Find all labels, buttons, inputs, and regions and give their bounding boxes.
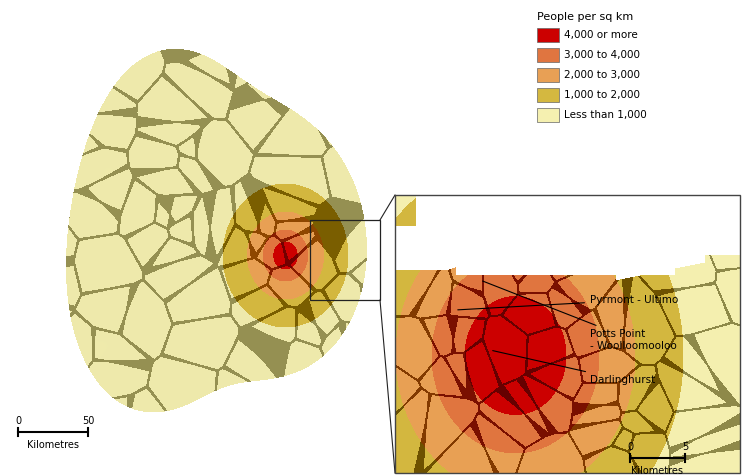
- Text: People per sq km: People per sq km: [537, 12, 633, 22]
- Text: 4,000 or more: 4,000 or more: [564, 30, 638, 40]
- Text: 0: 0: [15, 416, 21, 426]
- Bar: [537, 88, 559, 102]
- Bar: [537, 48, 559, 62]
- Bar: [395, 195, 740, 473]
- Text: Potts Point
- Woolloomooloo: Potts Point - Woolloomooloo: [483, 281, 676, 351]
- Bar: [537, 108, 559, 122]
- Text: Kilometres: Kilometres: [27, 440, 79, 450]
- Text: Darlinghurst: Darlinghurst: [492, 351, 656, 385]
- Text: Less than 1,000: Less than 1,000: [564, 110, 647, 120]
- Text: 2,000 to 3,000: 2,000 to 3,000: [564, 70, 640, 80]
- Text: Kilometres: Kilometres: [632, 466, 683, 476]
- Bar: [537, 28, 559, 42]
- Bar: [310, 220, 380, 300]
- Text: 5: 5: [682, 442, 688, 452]
- Text: 50: 50: [82, 416, 94, 426]
- Text: 3,000 to 4,000: 3,000 to 4,000: [564, 50, 640, 60]
- Text: Pyrmont - Ultimo: Pyrmont - Ultimo: [457, 295, 678, 310]
- Text: 0: 0: [627, 442, 633, 452]
- Bar: [537, 68, 559, 82]
- Text: 1,000 to 2,000: 1,000 to 2,000: [564, 90, 640, 100]
